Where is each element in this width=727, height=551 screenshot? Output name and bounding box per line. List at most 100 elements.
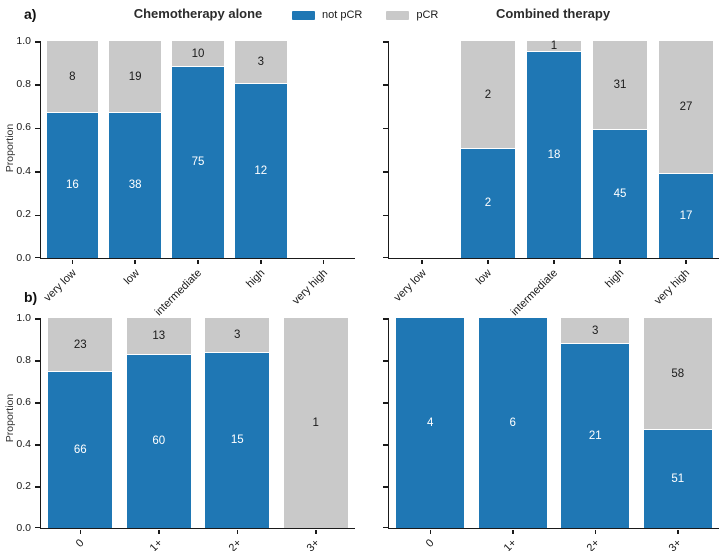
stacked-bar-very-low: 8 16 — [46, 41, 99, 258]
legend-item-pcr: pCR — [386, 9, 438, 21]
x-tick-label: very low — [41, 267, 79, 305]
y-tick-mark — [34, 214, 40, 217]
legend-swatch-pcr — [386, 10, 410, 20]
x-tick-mark — [677, 529, 679, 534]
stacked-bar-0: 23 66 — [48, 318, 113, 528]
stacked-bar-2+: 3 15 — [205, 318, 270, 528]
segment-not-pcr — [109, 113, 161, 258]
segment-count-not-pcr: 15 — [230, 434, 244, 446]
stacked-bar-high: 3 12 — [235, 41, 287, 258]
plot-area-a-right: very low low 2 2 intermediate 1 18 high 31 45 very… — [382, 40, 719, 318]
x-tick-mark — [421, 259, 423, 264]
segment-pcr — [283, 318, 348, 528]
x-tick-label: low — [121, 267, 142, 288]
x-tick-mark — [322, 259, 325, 264]
segment-count-not-pcr: 16 — [65, 179, 79, 191]
y-axis-label-proportion-bottom: Proportion — [4, 393, 16, 443]
segment-count-pcr: 2 — [484, 88, 492, 101]
legend-swatch-not-pcr — [292, 10, 315, 20]
stacked-bar-1+: 13 60 — [126, 318, 191, 528]
y-tick-mark — [382, 486, 388, 488]
y-tick-mark — [34, 360, 40, 362]
title-combined-therapy: Combined therapy — [495, 6, 611, 21]
x-tick-label: 2+ — [584, 537, 602, 551]
segment-count-not-pcr: 6 — [509, 416, 516, 429]
x-tick-mark — [134, 259, 136, 264]
y-tick-mark — [382, 127, 388, 130]
segment-pcr — [561, 318, 630, 343]
segment-pcr — [109, 41, 161, 112]
stacked-bar-3+: 1 — [283, 318, 348, 528]
segment-count-not-pcr: 18 — [547, 148, 561, 161]
segment-count-not-pcr: 38 — [128, 179, 142, 191]
segment-not-pcr — [561, 344, 630, 528]
x-tick-label: very high — [290, 267, 331, 308]
x-tick-label: 3+ — [304, 537, 323, 551]
segment-not-pcr — [396, 318, 465, 528]
x-tick-mark — [260, 259, 262, 264]
legend-item-not-pcr: not pCR — [292, 9, 362, 21]
segment-not-pcr — [658, 174, 714, 258]
segment-count-not-pcr: 2 — [484, 197, 492, 209]
segment-pcr — [526, 41, 582, 51]
x-tick-label: low — [474, 267, 495, 288]
x-tick-mark — [685, 259, 687, 264]
segment-count-pcr: 27 — [679, 101, 693, 113]
segment-not-pcr — [172, 67, 224, 258]
segment-pcr — [205, 318, 270, 352]
segment-pcr — [48, 318, 113, 371]
x-tick-mark — [553, 259, 555, 264]
legend-label-not-pcr: not pCR — [322, 9, 363, 21]
y-tick-mark — [34, 444, 40, 446]
stacked-bar-intermediate: 1 18 — [526, 40, 582, 258]
y-tick-mark — [382, 214, 388, 217]
stacked-bar-1+: 6 — [478, 318, 547, 528]
segment-count-pcr: 23 — [73, 338, 87, 351]
y-tick-mark — [34, 171, 40, 173]
segment-count-not-pcr: 12 — [254, 164, 268, 177]
y-tick-mark — [34, 526, 40, 528]
segment-count-not-pcr: 4 — [427, 416, 434, 429]
y-tick-mark — [382, 256, 388, 258]
x-tick-mark — [79, 529, 81, 534]
panel-label-b: b) — [24, 289, 38, 305]
x-tick-label: 1+ — [147, 537, 166, 551]
segment-count-not-pcr: 17 — [679, 209, 693, 222]
legend-label-pcr: pCR — [416, 9, 439, 21]
segment-not-pcr — [478, 318, 547, 528]
y-tick-label: 0.0 — [16, 521, 31, 534]
x-tick-mark — [71, 259, 74, 264]
y-tick-mark — [34, 486, 40, 488]
y-tick-mark — [34, 84, 40, 86]
stacked-bar-very-high: 27 17 — [658, 41, 714, 258]
segment-not-pcr — [205, 353, 270, 528]
segment-not-pcr — [48, 372, 113, 528]
x-tick-mark — [487, 259, 489, 264]
x-tick-label: high — [603, 267, 627, 291]
segment-count-pcr: 31 — [613, 79, 627, 91]
segment-count-pcr: 13 — [152, 330, 166, 342]
y-tick-mark — [34, 318, 40, 320]
segment-not-pcr — [526, 52, 582, 258]
segment-count-not-pcr: 45 — [613, 187, 627, 200]
x-tick-mark — [315, 529, 317, 534]
y-tick-mark — [34, 256, 40, 258]
y-tick-label: 1.0 — [16, 311, 31, 324]
x-tick-mark — [619, 259, 621, 264]
y-tick-mark — [382, 360, 388, 362]
segment-not-pcr — [460, 149, 516, 258]
panel-label-a: a) — [24, 6, 37, 22]
stacked-bar-low: 19 38 — [109, 41, 161, 258]
segment-count-pcr: 8 — [69, 70, 76, 83]
x-tick-label: 0 — [423, 537, 437, 550]
plot-area-b-left: 0.0 0.2 0.4 0.6 0.8 1.0 0 23 66 1+ 13 60 2+ 3 15 3+ 1 — [16, 312, 355, 551]
x-tick-label: high — [244, 267, 268, 291]
y-tick-label: 0.0 — [16, 251, 31, 264]
x-tick-label: 2+ — [226, 537, 244, 551]
stacked-bar-intermediate: 10 75 — [172, 41, 224, 258]
title-chemotherapy-alone: Chemotherapy alone — [133, 6, 263, 21]
y-tick-mark — [34, 41, 40, 43]
